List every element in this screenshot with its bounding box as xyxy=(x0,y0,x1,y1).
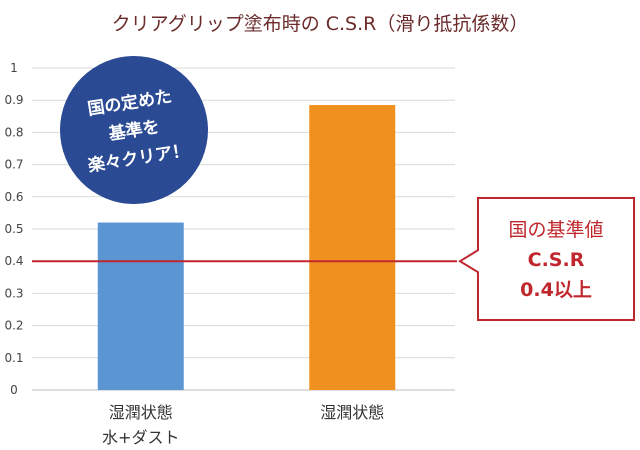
y-tick-label: 0.8 xyxy=(4,125,23,139)
callout-box xyxy=(458,197,635,321)
y-axis-ticks: 0 0.1 0.2 0.3 0.4 0.5 0.6 0.7 0.8 0.9 1 xyxy=(4,61,23,397)
callout-text: C.S.R xyxy=(528,249,585,271)
chart-title: クリアグリップ塗布時の C.S.R（滑り抵抗係数） xyxy=(112,12,529,35)
y-tick-label: 0.9 xyxy=(4,93,23,107)
y-tick-label: 1 xyxy=(10,61,18,75)
y-tick-label: 0.3 xyxy=(4,286,23,300)
bar xyxy=(97,222,184,390)
x-category-label: 湿潤状態 xyxy=(109,403,173,422)
callout-text: 0.4以上 xyxy=(520,279,592,301)
y-tick-label: 0.6 xyxy=(4,190,23,204)
y-tick-label: 0.1 xyxy=(4,351,23,365)
y-tick-label: 0.7 xyxy=(4,158,23,172)
y-tick-label: 0.2 xyxy=(4,319,23,333)
y-tick-label: 0.5 xyxy=(4,222,23,236)
callout: 国の基準値 C.S.R 0.4以上 xyxy=(458,197,635,321)
callout-text: 国の基準値 xyxy=(508,219,603,241)
bars xyxy=(97,105,396,390)
x-category-label: 湿潤状態 xyxy=(320,403,384,422)
y-tick-label: 0.4 xyxy=(4,254,23,268)
y-tick-label: 0 xyxy=(10,383,18,397)
bar xyxy=(309,105,396,390)
badge-circle xyxy=(60,56,208,204)
x-category-label: 水+ダスト xyxy=(102,428,179,447)
